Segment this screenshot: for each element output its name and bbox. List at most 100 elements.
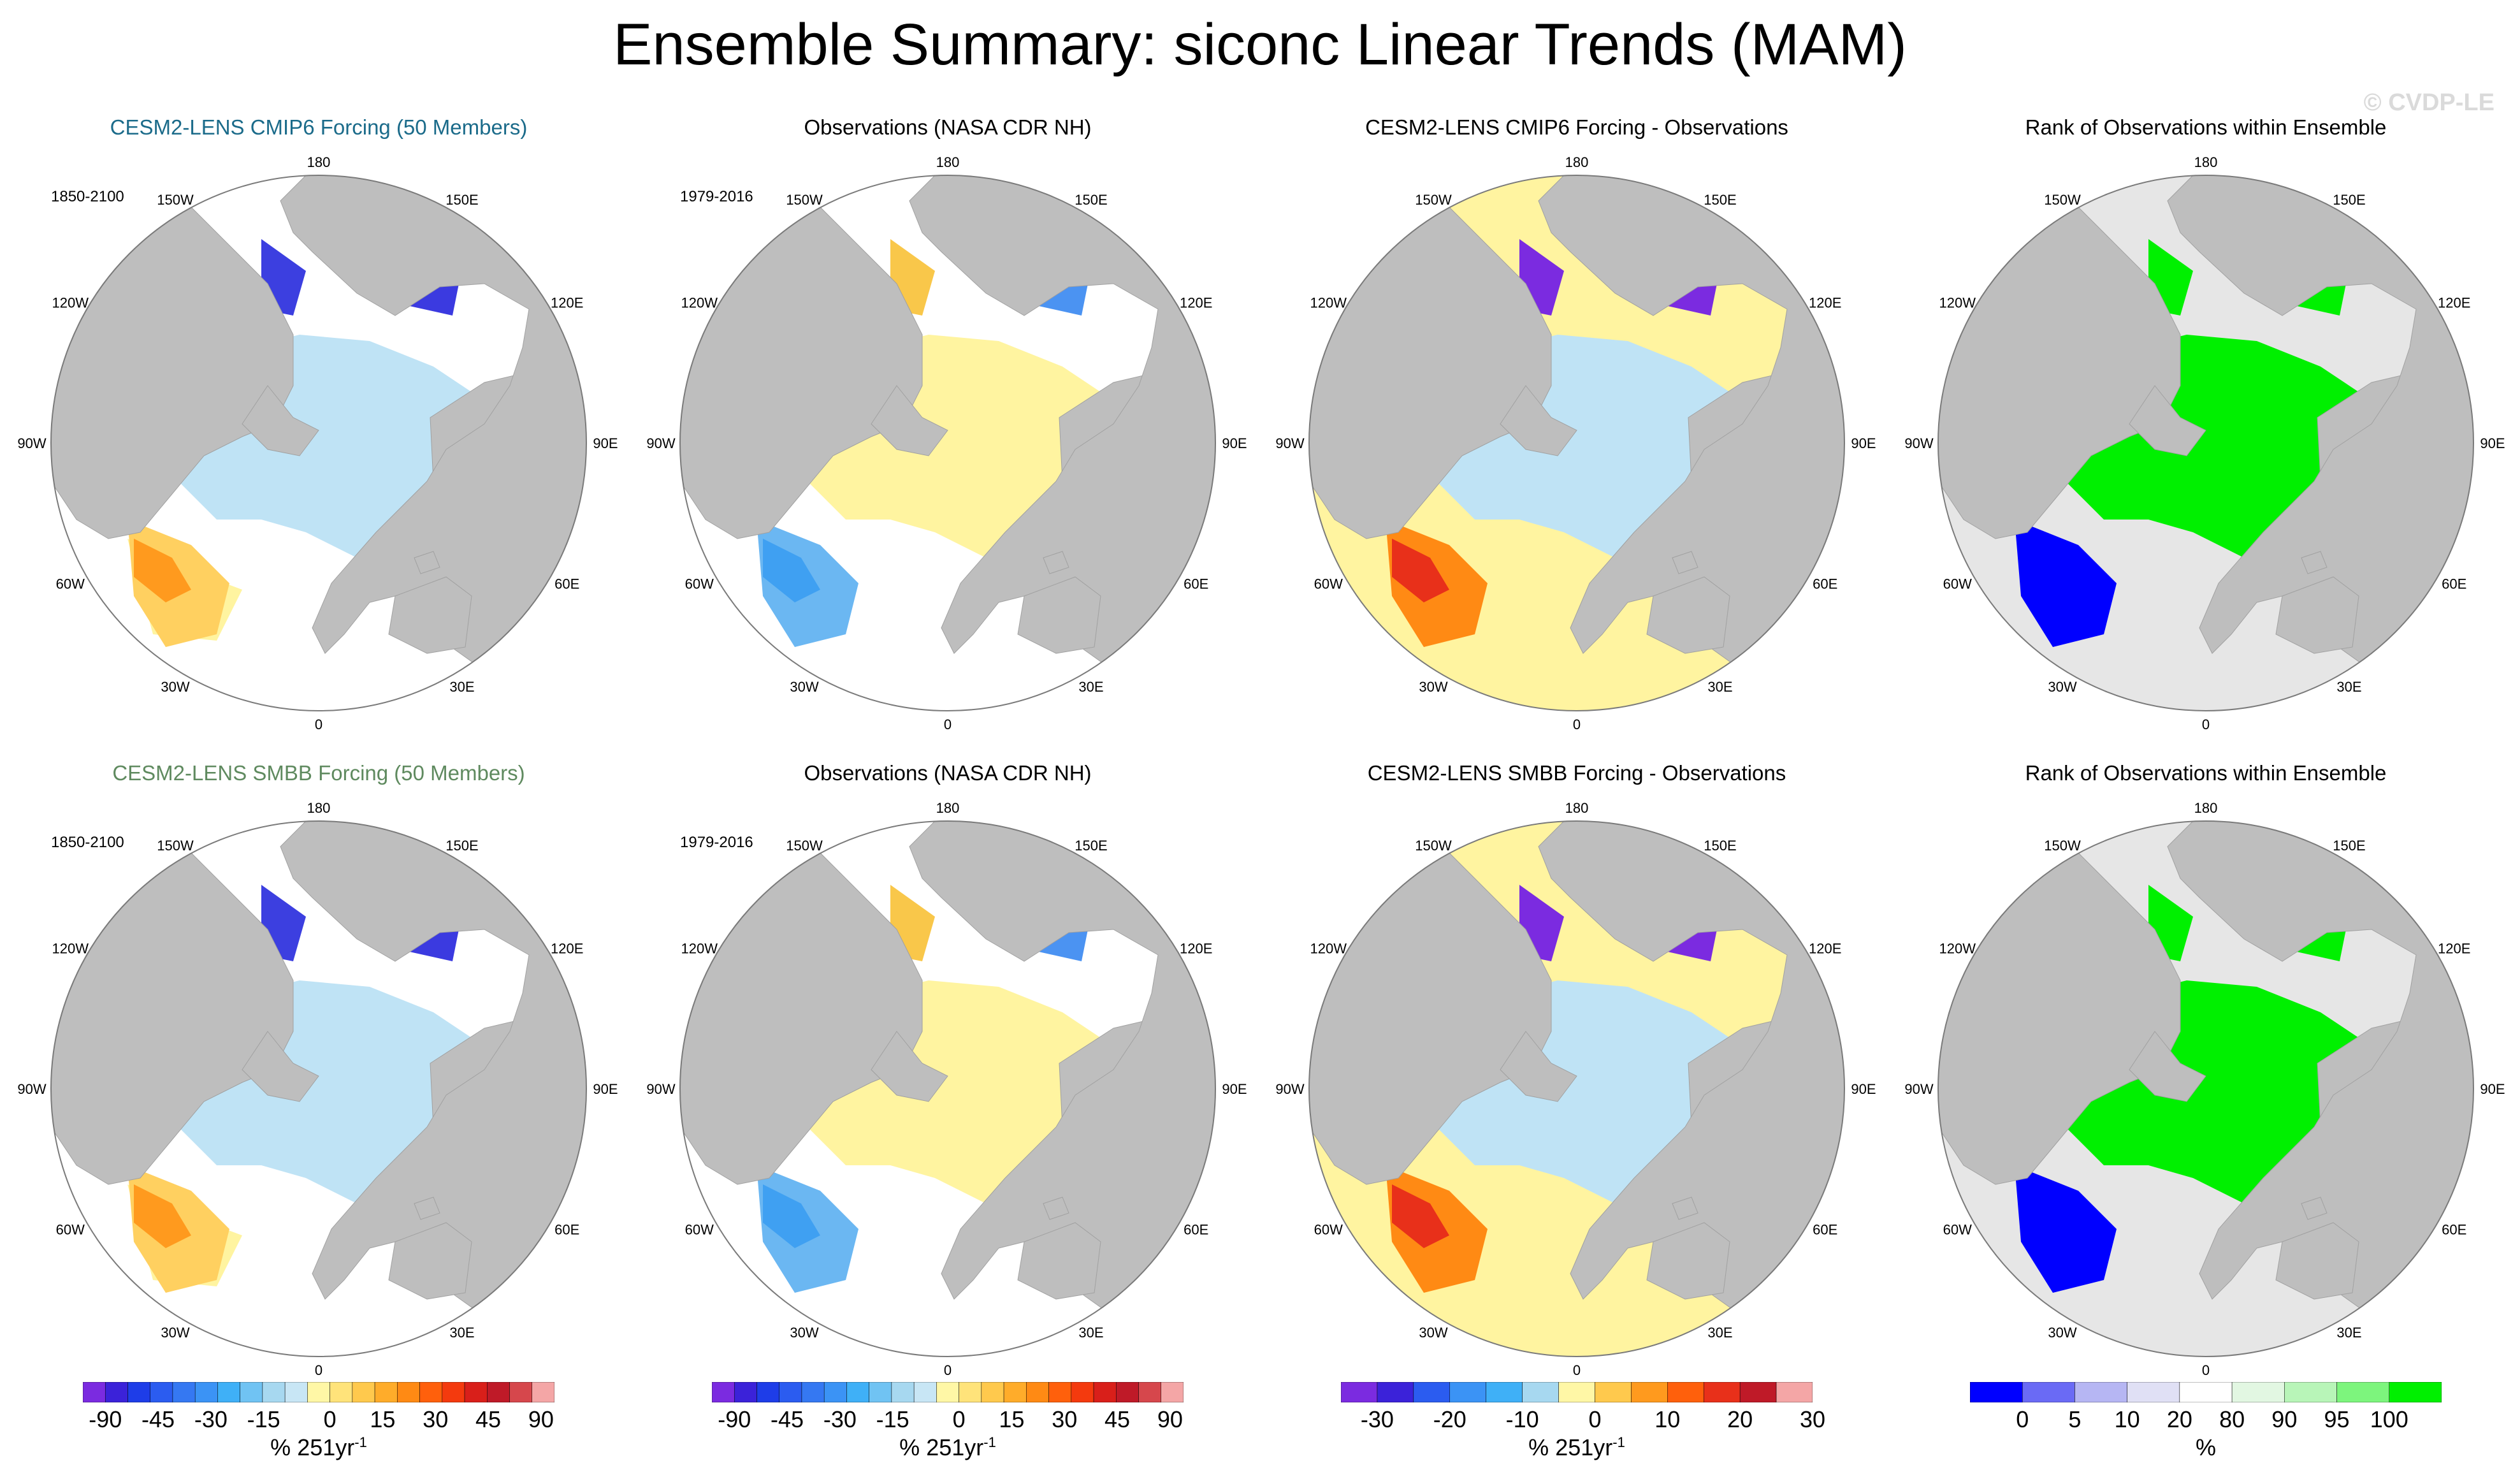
longitude-label: 30W <box>1419 679 1447 695</box>
colorbar-swatch <box>1631 1382 1668 1402</box>
colorbar-units: % 251yr-1 <box>270 1434 367 1461</box>
longitude-label: 180 <box>2194 800 2218 816</box>
colorbar-swatch <box>532 1382 554 1402</box>
colorbar-swatch <box>734 1382 757 1402</box>
land-svalbard <box>414 1197 440 1220</box>
longitude-label: 120W <box>52 295 89 311</box>
longitude-label: 0 <box>2202 1362 2210 1378</box>
colorbar-units: % <box>2196 1434 2216 1461</box>
longitude-label: 150W <box>157 838 194 854</box>
period-label: 1850-2100 <box>51 834 124 851</box>
colorbar-tick-label: 20 <box>1727 1406 1753 1432</box>
colorbar-tick-label: 90 <box>528 1406 554 1432</box>
colorbar-tick-label: 45 <box>475 1406 502 1432</box>
longitude-label: 120W <box>681 295 718 311</box>
longitude-label: 60E <box>2442 1222 2466 1238</box>
longitude-label: 150W <box>1415 192 1452 208</box>
colorbar-swatch <box>2336 1382 2390 1402</box>
map-border <box>679 175 1216 711</box>
colorbar-units-main: % 251yr <box>899 1434 984 1460</box>
longitude-label: 120W <box>52 941 89 957</box>
land-svalbard <box>1672 1197 1698 1220</box>
colorbar-units: % 251yr-1 <box>1528 1434 1625 1461</box>
colorbar-swatch <box>83 1382 106 1402</box>
longitude-label: 60E <box>554 1222 579 1238</box>
longitude-label: 150W <box>2044 192 2081 208</box>
land-iceland <box>452 1343 485 1357</box>
colorbar-tick-label: -15 <box>876 1406 909 1432</box>
longitude-label: 30W <box>790 679 818 695</box>
colorbar-swatch <box>2231 1382 2285 1402</box>
colorbar-tick-label: -30 <box>1360 1406 1394 1432</box>
colorbar-tick-label: 10 <box>2114 1406 2140 1432</box>
colorbar-swatch <box>1116 1382 1139 1402</box>
longitude-label: 90E <box>1851 435 1876 451</box>
colorbar-swatch <box>419 1382 443 1402</box>
colorbar-swatch <box>823 1382 847 1402</box>
colorbar-swatch <box>105 1382 128 1402</box>
colorbar-swatch <box>127 1382 150 1402</box>
colorbar <box>712 1382 1184 1402</box>
land-svalbard <box>1672 551 1698 574</box>
longitude-label: 60E <box>2442 576 2466 592</box>
colorbar-swatch <box>1558 1382 1595 1402</box>
longitude-label: 60E <box>1813 1222 1837 1238</box>
land-archipelago <box>1500 385 1577 456</box>
longitude-label: 120E <box>2438 295 2470 311</box>
colorbar-tick-label: 30 <box>1799 1406 1826 1432</box>
colorbar-swatch <box>1071 1382 1094 1402</box>
longitude-label: 90W <box>646 435 675 451</box>
land-archipelago <box>1500 1031 1577 1102</box>
colorbar-swatch <box>1522 1382 1559 1402</box>
colorbar-units-exponent: -1 <box>1612 1434 1625 1450</box>
colorbar-tick-label: 0 <box>952 1406 966 1432</box>
longitude-label: 30W <box>2048 679 2076 695</box>
colorbar-tick-label: 20 <box>2166 1406 2192 1432</box>
map-border <box>50 175 587 711</box>
ice-edge-trend <box>2021 1184 2078 1248</box>
colorbar-tick-label: 0 <box>1588 1406 1602 1432</box>
polar-map: 180 150E 120E 90E 60E 30E 0 30W 60W 90W 120W 150W <box>646 154 1247 732</box>
colorbar-swatch <box>1486 1382 1523 1402</box>
longitude-label: 120W <box>681 941 718 957</box>
colorbar-swatch <box>397 1382 420 1402</box>
colorbar-units-main: % <box>2195 1434 2217 1460</box>
longitude-label: 90W <box>1904 435 1933 451</box>
longitude-label: 180 <box>1565 800 1589 816</box>
longitude-label: 30W <box>161 679 189 695</box>
longitude-label: 150W <box>157 192 194 208</box>
longitude-label: 0 <box>944 717 952 732</box>
colorbar-tick-label: -90 <box>89 1406 122 1432</box>
longitude-label: 120W <box>1310 295 1347 311</box>
colorbar-swatch <box>1739 1382 1777 1402</box>
longitude-label: 30E <box>1707 679 1732 695</box>
colorbar-swatch <box>801 1382 825 1402</box>
colorbar-swatch <box>1413 1382 1451 1402</box>
colorbar-tick-label: 30 <box>1052 1406 1078 1432</box>
colorbar-tick-label: -15 <box>247 1406 280 1432</box>
longitude-label: 60W <box>1314 1222 1343 1238</box>
longitude-label: 90W <box>17 435 46 451</box>
colorbar-swatch <box>1377 1382 1414 1402</box>
land-svalbard <box>1043 551 1069 574</box>
longitude-label: 180 <box>936 154 960 170</box>
land-archipelago <box>242 385 319 456</box>
map-border <box>1937 175 2474 711</box>
colorbar-swatch <box>757 1382 779 1402</box>
land-scand <box>2275 576 2359 654</box>
ice-edge-trend <box>1392 539 1449 602</box>
longitude-label: 60E <box>1184 1222 1208 1238</box>
longitude-label: 30E <box>2336 1325 2361 1341</box>
ice-edge-trend <box>1392 1184 1449 1248</box>
panel-title: Observations (NASA CDR NH) <box>804 761 1092 785</box>
longitude-label: 60W <box>685 1222 714 1238</box>
colorbar-swatch <box>2075 1382 2127 1402</box>
longitude-label: 60W <box>1943 1222 1972 1238</box>
colorbar-swatch <box>1161 1382 1184 1402</box>
colorbar-tick-label: 15 <box>370 1406 396 1432</box>
colorbar-swatch <box>846 1382 869 1402</box>
longitude-label: 180 <box>1565 154 1589 170</box>
colorbar-tick-label: 10 <box>1655 1406 1681 1432</box>
longitude-label: 0 <box>315 1362 322 1378</box>
colorbar-swatch <box>2022 1382 2075 1402</box>
